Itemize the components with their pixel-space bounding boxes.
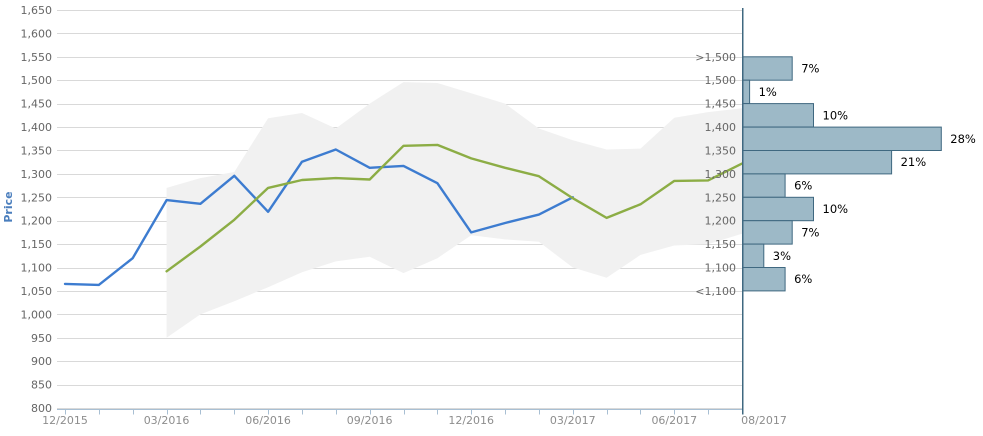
histogram-bar-value: 1%	[759, 85, 777, 99]
y-axis-title: Price	[2, 191, 15, 222]
x-axis-label: 09/2016	[347, 414, 393, 427]
histogram-bar	[742, 220, 793, 245]
histogram-boundary-label: 1,100	[705, 262, 737, 275]
histogram-bar	[742, 103, 814, 128]
histogram-boundary-label: 1,150	[705, 238, 737, 251]
histogram-boundary-label: 1,400	[705, 121, 737, 134]
x-axis-label: 06/2016	[245, 414, 291, 427]
histogram-bar-value: 3%	[773, 249, 791, 263]
y-axis-label: 1,050	[21, 285, 53, 298]
x-axis-label: 03/2016	[144, 414, 190, 427]
x-axis-label: 03/2017	[550, 414, 596, 427]
y-axis-label: 1,200	[21, 215, 53, 228]
histogram-bar-value: 6%	[794, 272, 812, 286]
y-axis-label: 1,600	[21, 27, 53, 40]
x-axis-label: 12/2015	[42, 414, 88, 427]
x-axis-label: 06/2017	[651, 414, 697, 427]
histogram-boundary-label: 1,300	[705, 168, 737, 181]
histogram-bar-value: 6%	[794, 179, 812, 193]
histogram-bar	[742, 150, 893, 175]
y-axis-label: 1,250	[21, 191, 53, 204]
histogram-bar	[742, 196, 814, 222]
histogram-boundary-label: 1,450	[705, 98, 737, 111]
histogram-boundary-label: 1,350	[705, 144, 737, 157]
y-axis-label: 1,450	[21, 98, 53, 111]
y-axis-label: 1,350	[21, 144, 53, 157]
histogram-boundary-label: <1,100	[695, 285, 736, 298]
histogram-bar-value: 7%	[801, 225, 819, 239]
histogram-bar	[742, 126, 942, 151]
histogram-bar-value: 10%	[823, 202, 849, 216]
histogram-boundary-label: 1,500	[705, 74, 737, 87]
y-axis-label: 900	[31, 355, 52, 368]
forecast-mean-line	[165, 143, 744, 273]
y-axis-label: 1,400	[21, 121, 53, 134]
histogram-bar	[742, 56, 793, 81]
histogram-bar-value: 21%	[901, 155, 927, 169]
y-axis-label: 850	[31, 379, 52, 392]
histogram-bar	[742, 79, 751, 105]
histogram-bar-value: 10%	[823, 108, 849, 122]
y-axis-label: 950	[31, 332, 52, 345]
y-axis-label: 1,550	[21, 51, 53, 64]
y-axis-label: 800	[31, 402, 52, 415]
y-axis-label: 1,100	[21, 262, 53, 275]
y-axis-label: 1,150	[21, 238, 53, 251]
histogram-bar	[742, 267, 786, 292]
histogram-bar	[742, 243, 765, 269]
histogram-boundary-label: 1,250	[705, 191, 737, 204]
y-axis-label: 1,500	[21, 74, 53, 87]
forecast-range-band	[166, 82, 743, 338]
price-history-line	[63, 148, 574, 287]
y-axis-label: 1,000	[21, 308, 53, 321]
y-axis-label: 1,650	[21, 4, 53, 17]
y-axis-label: 1,300	[21, 168, 53, 181]
histogram-boundary-label: >1,500	[695, 51, 736, 64]
x-axis-label: 12/2016	[448, 414, 494, 427]
histogram-bar	[742, 173, 786, 198]
x-axis-label: 08/2017	[741, 414, 787, 427]
histogram-bar-value: 7%	[801, 62, 819, 76]
histogram-bar-value: 28%	[950, 132, 976, 146]
histogram-boundary-label: 1,200	[705, 215, 737, 228]
